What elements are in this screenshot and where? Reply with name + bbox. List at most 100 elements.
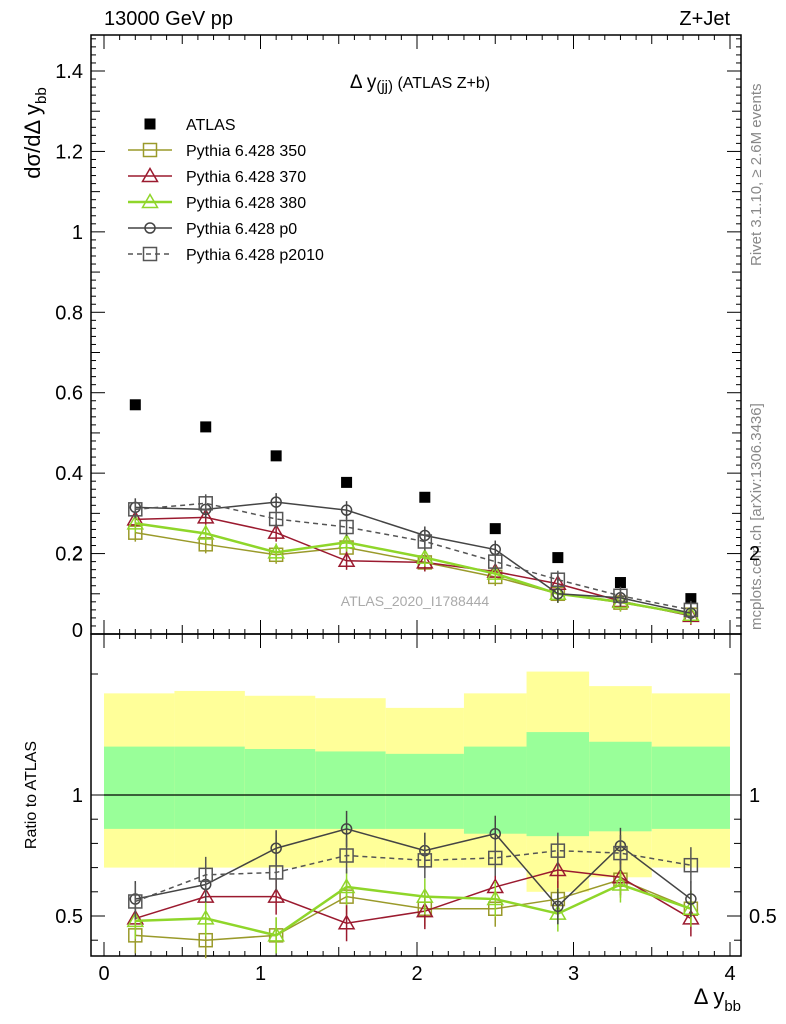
y-tick-label-ratio: 0.5 [55, 906, 83, 928]
legend-label: Pythia 6.428 380 [186, 195, 306, 212]
legend-label: Pythia 6.428 350 [186, 143, 306, 160]
header-right: Z+Jet [679, 8, 730, 30]
y-tick-label: 0 [72, 620, 83, 642]
legend-label: ATLAS [186, 117, 236, 134]
ratio-point-series-1 [416, 902, 434, 918]
ratio-band-green [244, 749, 316, 829]
data-point-series-5 [339, 519, 354, 535]
y-tick-label-ratio-right: 2 [749, 543, 760, 565]
data-point-series-0 [341, 476, 353, 488]
ratio-point-series-4 [683, 857, 699, 873]
data-point-series-3 [196, 524, 215, 540]
ratio-point-series-2 [126, 911, 145, 928]
data-point-series-4 [270, 496, 282, 508]
ratio-band-green [174, 746, 245, 829]
ratio-point-series-4 [268, 865, 284, 880]
data-point-series-0 [200, 421, 212, 433]
y-tick-label: 1.4 [55, 61, 83, 83]
ratio-point-series-4 [417, 853, 433, 868]
data-point-series-2 [416, 553, 434, 569]
data-point-series-2 [337, 551, 356, 568]
x-tick-label: 2 [411, 963, 422, 985]
legend-marker [141, 166, 159, 183]
ratio-band-green [385, 753, 464, 829]
series-line-series-5 [135, 502, 692, 611]
data-point-series-5 [268, 511, 284, 527]
data-point-series-2 [196, 508, 215, 524]
data-point-series-3 [267, 543, 285, 559]
ratio-point-series-2 [267, 926, 285, 942]
y-tick-label: 1.2 [55, 141, 83, 163]
data-point-series-3 [416, 548, 434, 564]
ratio-line-series-0 [135, 878, 692, 941]
data-point-series-0 [129, 399, 141, 411]
x-axis-title: Δ ybb [694, 984, 741, 1015]
y-tick-label: 1 [72, 222, 83, 244]
y-tick-label-ratio: 2 [72, 543, 83, 565]
ratio-point-series-1 [549, 861, 567, 877]
legend-label: Pythia 6.428 p2010 [186, 247, 324, 264]
legend-label: Pythia 6.428 370 [186, 169, 306, 186]
ratio-point-series-4 [128, 894, 143, 909]
y-axis-title: dσ/dΔ ybb [20, 87, 50, 178]
y-tick-label-ratio-right: 1 [749, 785, 760, 807]
ratio-band-green [651, 746, 730, 829]
data-point-series-5 [128, 502, 143, 517]
data-point-series-5 [550, 572, 566, 587]
data-point-series-4 [340, 504, 353, 516]
legend-marker [142, 142, 158, 158]
ratio-point-series-3 [489, 827, 501, 840]
data-point-series-5 [683, 602, 699, 618]
x-tick-label: 0 [98, 963, 109, 985]
ratio-point-series-2 [611, 875, 630, 891]
y-tick-label: 0.4 [55, 463, 83, 485]
legend-marker [141, 192, 159, 209]
data-point-series-2 [267, 523, 285, 539]
ratio-point-series-4 [198, 867, 213, 883]
y-tick-label: 0.6 [55, 383, 83, 405]
ratio-point-series-1 [267, 887, 285, 903]
data-point-series-4 [552, 588, 564, 600]
ratio-point-series-4 [613, 845, 628, 861]
data-point-series-0 [614, 577, 626, 589]
y-tick-label-ratio: 1 [72, 785, 83, 807]
data-point-series-5 [488, 554, 503, 569]
ratio-point-series-4 [488, 850, 503, 866]
data-point-series-0 [685, 593, 697, 605]
data-point-series-5 [613, 588, 628, 604]
ratio-point-series-2 [196, 909, 215, 925]
x-tick-label: 4 [724, 963, 735, 985]
ratio-point-series-4 [339, 848, 354, 863]
data-point-series-3 [486, 564, 505, 580]
legend-marker [142, 246, 158, 262]
ratio-line-series-2 [135, 883, 692, 937]
y-tick-label: 0.2 [55, 544, 83, 566]
ratio-point-series-3 [340, 823, 353, 835]
legend-marker [144, 118, 156, 130]
data-point-series-0 [489, 523, 501, 535]
ratio-point-series-2 [337, 877, 356, 894]
ratio-band-green [315, 751, 386, 829]
ratio-line-series-4 [135, 849, 692, 903]
header-left: 13000 GeV pp [104, 8, 233, 30]
ratio-point-series-1 [337, 914, 356, 930]
y-tick-label: 0.8 [55, 302, 83, 324]
x-tick-label: 1 [255, 963, 266, 985]
y-tick-label-ratio-right: 0.5 [749, 906, 777, 928]
ratio-y-axis-title: Ratio to ATLAS [23, 741, 40, 849]
data-point-series-0 [270, 450, 282, 462]
data-point-series-3 [126, 514, 145, 530]
ratio-point-series-2 [486, 890, 505, 906]
ratio-point-series-3 [552, 900, 564, 913]
plot-title: Δ y(jj) (ATLAS Z+b) [350, 72, 490, 95]
watermark-label: ATLAS_2020_I1788444 [341, 593, 490, 609]
ratio-point-series-3 [685, 893, 697, 905]
ratio-point-series-3 [270, 842, 282, 854]
ratio-band-green [589, 741, 652, 832]
data-point-series-5 [198, 496, 213, 511]
ratio-point-series-2 [416, 887, 434, 903]
legend-marker [144, 222, 156, 234]
data-point-series-3 [337, 533, 356, 549]
ratio-band-green [104, 746, 175, 829]
